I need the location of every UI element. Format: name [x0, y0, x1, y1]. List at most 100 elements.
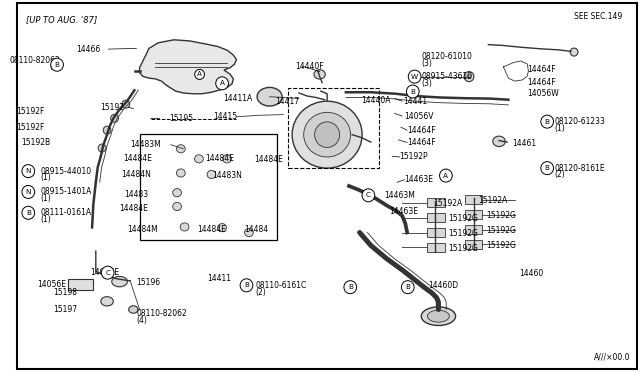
Circle shape	[467, 75, 471, 78]
Text: 14056E: 14056E	[37, 280, 67, 289]
Circle shape	[216, 77, 228, 90]
Bar	[140, 134, 277, 240]
Bar	[427, 213, 445, 222]
Text: 15192P: 15192P	[399, 153, 428, 161]
Circle shape	[22, 186, 35, 198]
Text: 14440A: 14440A	[361, 96, 390, 105]
Text: 15192G: 15192G	[448, 244, 477, 253]
Text: 14056E: 14056E	[91, 268, 120, 277]
Text: (1): (1)	[41, 194, 52, 203]
Text: 14463E: 14463E	[389, 207, 418, 216]
Circle shape	[401, 281, 414, 294]
Bar	[289, 88, 379, 168]
Text: 08110-82062: 08110-82062	[10, 56, 60, 65]
Text: B: B	[244, 282, 249, 288]
Ellipse shape	[195, 155, 204, 163]
Text: N: N	[26, 189, 31, 195]
Circle shape	[315, 122, 340, 147]
Text: 15195: 15195	[170, 114, 194, 123]
Text: N: N	[26, 168, 31, 174]
Circle shape	[195, 70, 204, 79]
Circle shape	[22, 206, 35, 219]
Text: 08120-61010: 08120-61010	[422, 52, 472, 61]
Bar	[427, 198, 445, 207]
Ellipse shape	[177, 145, 185, 153]
Text: (1): (1)	[41, 173, 52, 182]
Text: (2): (2)	[555, 170, 565, 179]
Text: 15192A: 15192A	[433, 199, 462, 208]
Text: A: A	[220, 80, 225, 86]
Circle shape	[408, 70, 421, 83]
Ellipse shape	[207, 170, 216, 179]
Ellipse shape	[112, 276, 127, 287]
Circle shape	[541, 162, 554, 174]
Circle shape	[103, 126, 111, 134]
Text: 08120-61233: 08120-61233	[555, 117, 605, 126]
Text: 14484E: 14484E	[205, 154, 234, 163]
Circle shape	[464, 72, 474, 81]
Circle shape	[101, 266, 114, 279]
Ellipse shape	[314, 70, 325, 79]
Text: 14460D: 14460D	[428, 281, 458, 290]
Circle shape	[240, 279, 253, 292]
Text: 15192A: 15192A	[479, 196, 508, 205]
Ellipse shape	[173, 189, 182, 197]
Text: 14464F: 14464F	[407, 138, 436, 147]
Text: 15192G: 15192G	[448, 229, 477, 238]
Text: 14484E: 14484E	[197, 225, 226, 234]
Text: 14484E: 14484E	[124, 154, 152, 163]
Ellipse shape	[180, 223, 189, 231]
Text: (4): (4)	[136, 316, 147, 325]
Text: 14417: 14417	[275, 97, 300, 106]
Text: B: B	[54, 62, 60, 68]
Text: 14464F: 14464F	[407, 126, 436, 135]
Text: 14463M: 14463M	[384, 191, 415, 200]
Text: 15192G: 15192G	[486, 226, 516, 235]
Text: (1): (1)	[555, 124, 565, 133]
Text: 14440F: 14440F	[295, 62, 323, 71]
Text: (3): (3)	[422, 59, 433, 68]
Ellipse shape	[218, 224, 227, 232]
Text: 08111-0161A: 08111-0161A	[41, 208, 92, 217]
Text: 14056W: 14056W	[527, 89, 559, 98]
Text: 14460: 14460	[520, 269, 544, 278]
Text: W: W	[411, 74, 418, 80]
Ellipse shape	[173, 202, 182, 211]
Text: B: B	[545, 119, 550, 125]
Text: 08915-43610: 08915-43610	[422, 72, 473, 81]
Text: 14484: 14484	[244, 225, 269, 234]
Ellipse shape	[257, 87, 282, 106]
Ellipse shape	[304, 112, 351, 157]
Bar	[427, 243, 445, 252]
Text: 14056V: 14056V	[404, 112, 434, 121]
Circle shape	[22, 165, 35, 177]
Ellipse shape	[101, 297, 113, 306]
Ellipse shape	[129, 306, 138, 313]
Ellipse shape	[493, 136, 506, 147]
Ellipse shape	[244, 228, 253, 237]
Text: 14411: 14411	[207, 274, 232, 283]
Circle shape	[122, 100, 130, 108]
Text: B: B	[410, 89, 415, 94]
Bar	[427, 228, 445, 237]
Text: B: B	[405, 284, 410, 290]
Text: 15196: 15196	[136, 278, 161, 287]
Text: 14484M: 14484M	[127, 225, 158, 234]
Bar	[465, 240, 482, 249]
Text: 15192B: 15192B	[22, 138, 51, 147]
Text: 14464F: 14464F	[527, 65, 556, 74]
Text: 14441: 14441	[403, 97, 427, 106]
Bar	[465, 195, 482, 204]
Text: C: C	[366, 192, 371, 198]
Text: C: C	[105, 270, 110, 276]
Text: (4): (4)	[49, 62, 60, 71]
Text: 14463E: 14463E	[404, 175, 434, 184]
Text: 14483M: 14483M	[130, 140, 161, 149]
Text: 14411A: 14411A	[223, 94, 252, 103]
Text: B: B	[26, 210, 31, 216]
Ellipse shape	[223, 155, 232, 163]
Text: 15192F: 15192F	[16, 107, 45, 116]
Text: 15197: 15197	[53, 305, 77, 314]
Text: 08915-44010: 08915-44010	[41, 167, 92, 176]
Text: SEE SEC.149: SEE SEC.149	[574, 12, 622, 21]
